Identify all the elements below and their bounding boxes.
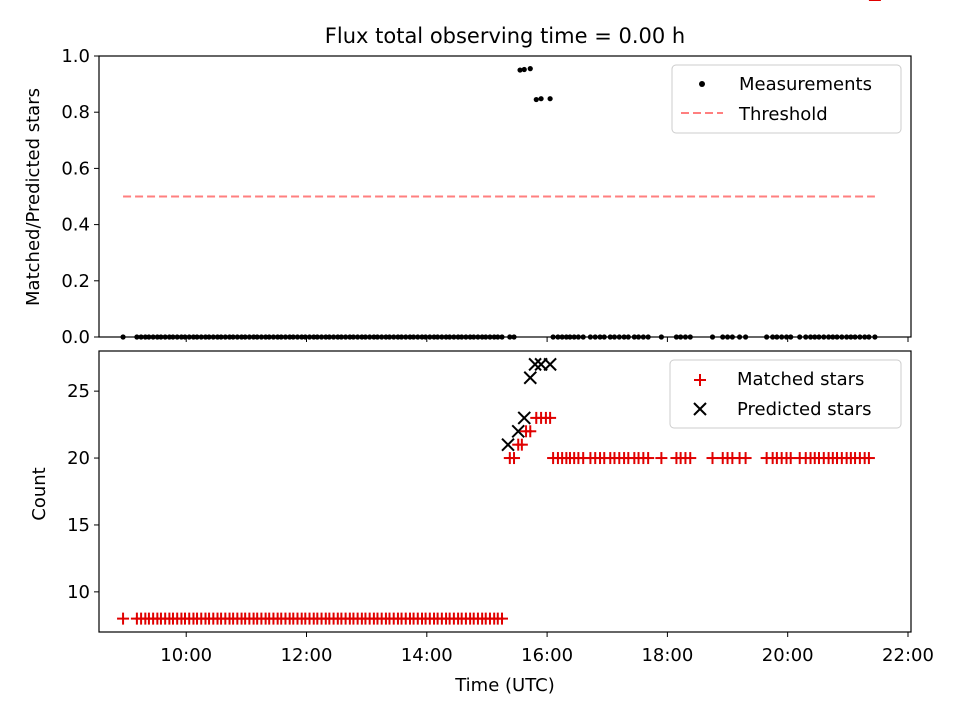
bottom-panel: 10 15 20 25 10:00 12:00 14:00 16:00 18:00 20:00 2… xyxy=(29,0,934,696)
bottom-x-tick-label: 14:00 xyxy=(401,645,453,666)
legend-measurements-marker xyxy=(699,81,705,87)
legend-measurements-label: Measurements xyxy=(739,74,872,95)
bottom-y-tick-label: 25 xyxy=(67,381,90,402)
bottom-x-tick-label: 20:00 xyxy=(762,645,814,666)
matched-star-point xyxy=(524,425,537,438)
top-y-tick-label: 0.2 xyxy=(61,271,90,292)
matched-star-point xyxy=(739,452,752,465)
top-axes-frame xyxy=(98,55,912,338)
bottom-x-tick-label: 18:00 xyxy=(641,645,693,666)
measurement-point xyxy=(521,66,527,73)
bottom-x-tick-label: 12:00 xyxy=(281,645,333,666)
bottom-x-axis: 10:00 12:00 14:00 16:00 18:00 20:00 22:00 xyxy=(160,632,934,666)
top-legend-box xyxy=(671,64,902,134)
predicted-star-point xyxy=(543,357,557,372)
legend-predicted-label: Predicted stars xyxy=(737,399,871,420)
matched-star-point xyxy=(495,612,508,625)
matched-star-point xyxy=(684,452,697,465)
bottom-x-axis-label: Time (UTC) xyxy=(454,675,555,696)
chart-title: Flux total observing time = 0.00 h xyxy=(325,24,685,48)
legend-matched-label: Matched stars xyxy=(737,369,864,390)
legend-threshold-label: Threshold xyxy=(738,104,828,125)
predicted-star-point xyxy=(517,411,531,425)
top-y-tick-label: 0.0 xyxy=(61,327,90,348)
bottom-y-axis: 10 15 20 25 xyxy=(67,381,99,603)
bottom-data-layer xyxy=(117,0,881,625)
top-y-tick-label: 0.6 xyxy=(61,158,90,179)
top-y-tick-label: 1.0 xyxy=(61,46,90,67)
top-y-tick-label: 0.8 xyxy=(61,102,90,123)
measurement-point xyxy=(538,96,544,102)
top-y-axis: 0.0 0.2 0.4 0.6 0.8 1.0 xyxy=(61,46,99,348)
bottom-y-tick-label: 15 xyxy=(67,515,90,536)
matched-star-point xyxy=(862,452,875,465)
legend-predicted-marker xyxy=(693,402,707,416)
measurement-point xyxy=(547,96,553,102)
matched-star-point xyxy=(117,612,130,625)
bottom-legend: Matched stars Predicted stars xyxy=(669,359,902,429)
matched-star-point xyxy=(515,438,528,451)
matched-star-point xyxy=(706,452,719,465)
matched-star-point xyxy=(544,411,557,424)
measurement-point xyxy=(527,66,533,72)
matched-star-point xyxy=(655,452,668,465)
matched-star-point xyxy=(642,452,655,465)
bottom-axes-frame xyxy=(98,350,912,633)
top-panel: 0.0 0.2 0.4 0.6 0.8 1.0 Matched/Predicted sta… xyxy=(23,46,912,348)
measurement-point xyxy=(533,96,539,103)
bottom-x-tick-label: 10:00 xyxy=(160,645,212,666)
top-y-tick-label: 0.4 xyxy=(61,215,90,236)
measurement-point xyxy=(517,67,523,73)
matched-star-point xyxy=(508,452,521,465)
bottom-x-tick-label: 22:00 xyxy=(882,645,934,666)
legend-matched-marker xyxy=(694,374,706,386)
predicted-star-point xyxy=(528,357,542,372)
top-legend: Measurements Threshold xyxy=(671,64,902,134)
predicted-star-point xyxy=(523,371,537,385)
predicted-star-point xyxy=(511,424,525,438)
bottom-x-tick-label: 16:00 xyxy=(521,645,573,666)
bottom-y-axis-label: Count xyxy=(29,467,50,520)
bottom-legend-box xyxy=(669,359,902,429)
top-x-axis-ticks xyxy=(185,337,909,342)
bottom-y-tick-label: 20 xyxy=(67,448,90,469)
top-y-axis-label: Matched/Predicted stars xyxy=(23,88,44,306)
predicted-star-point xyxy=(501,437,515,452)
bottom-y-tick-label: 10 xyxy=(67,582,90,603)
